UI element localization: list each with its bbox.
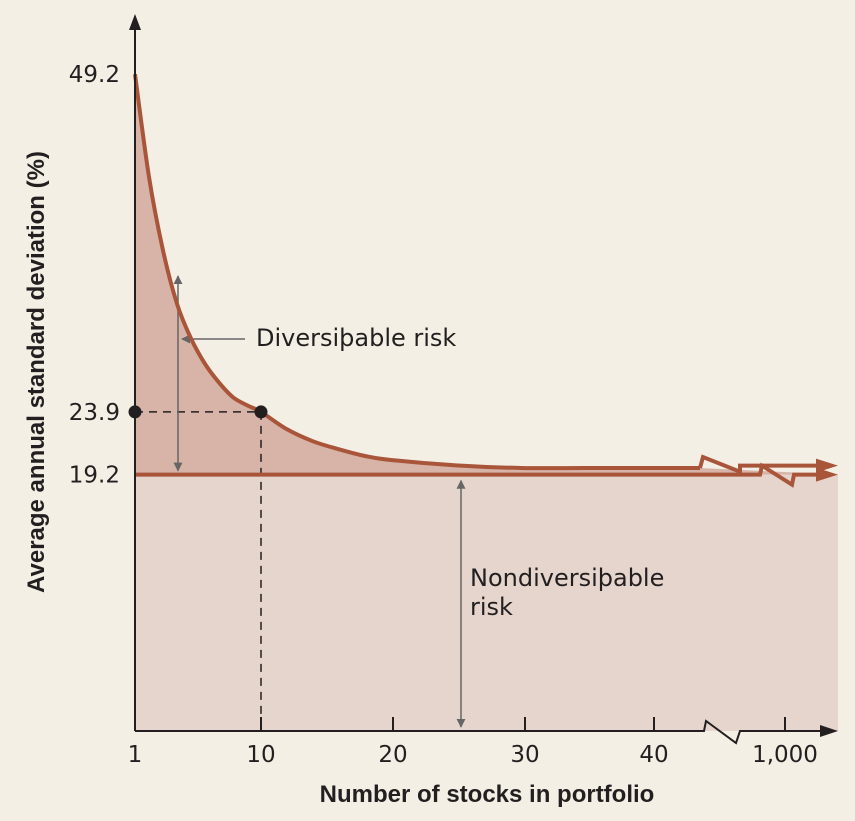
y-tick-label: 19.2: [69, 463, 120, 489]
x-axis-arrowhead: [820, 725, 838, 737]
highlight-point-curve: [254, 405, 268, 419]
highlight-point-axis: [128, 405, 142, 419]
x-tick-label: 40: [639, 742, 668, 768]
diversifiable-risk-label: Diversiþable risk: [256, 324, 456, 352]
portfolio-risk-curve: [133, 73, 700, 471]
x-tick-label: 1,000: [752, 742, 818, 768]
nondiversifiable-risk-label-line1: Nondiversiþable: [470, 564, 664, 592]
y-axis-arrowhead: [129, 14, 141, 30]
x-axis: [135, 719, 822, 745]
nondiversifiable-risk-label-line2: risk: [470, 593, 513, 621]
line-arrowhead: [816, 467, 838, 482]
diversifiable-area: [135, 74, 838, 475]
curve-break-tail: [698, 454, 818, 475]
x-tick-label: 20: [378, 742, 407, 768]
x-tick-marks: [260, 717, 786, 731]
x-axis-title: Number of stocks in portfolio: [320, 781, 655, 808]
line-break-tail: [740, 462, 818, 488]
curve-arrowhead: [816, 458, 838, 473]
x-tick-label: 30: [510, 742, 539, 768]
y-tick-label: 49.2: [69, 62, 120, 88]
x-tick-labels: 1 10 20 30 40 1,000: [128, 742, 818, 768]
y-tick-labels: 49.2 23.9 19.2: [69, 62, 120, 489]
y-axis-title: Average annual standard deviation (%): [23, 151, 50, 593]
x-tick-label: 1: [128, 742, 143, 768]
y-tick-label: 23.9: [69, 400, 120, 426]
x-tick-label: 10: [246, 742, 275, 768]
nondiversifiable-area: [135, 474, 838, 731]
